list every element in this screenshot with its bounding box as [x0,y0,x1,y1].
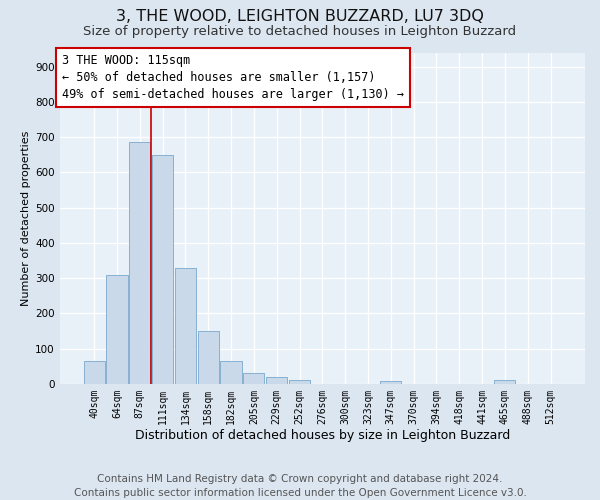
Bar [243,374,265,384]
Text: Size of property relative to detached houses in Leighton Buzzard: Size of property relative to detached ho… [83,25,517,38]
Bar [220,361,242,384]
Bar [197,331,219,384]
X-axis label: Distribution of detached houses by size in Leighton Buzzard: Distribution of detached houses by size … [135,430,510,442]
Bar [266,377,287,384]
Bar [152,154,173,384]
Text: Contains HM Land Registry data © Crown copyright and database right 2024.
Contai: Contains HM Land Registry data © Crown c… [74,474,526,498]
Bar [106,274,128,384]
Bar [289,380,310,384]
Y-axis label: Number of detached properties: Number of detached properties [21,130,31,306]
Text: 3, THE WOOD, LEIGHTON BUZZARD, LU7 3DQ: 3, THE WOOD, LEIGHTON BUZZARD, LU7 3DQ [116,9,484,24]
Bar [83,361,105,384]
Bar [494,380,515,384]
Bar [380,382,401,384]
Text: 3 THE WOOD: 115sqm
← 50% of detached houses are smaller (1,157)
49% of semi-deta: 3 THE WOOD: 115sqm ← 50% of detached hou… [62,54,404,101]
Bar [129,142,151,384]
Bar [175,268,196,384]
